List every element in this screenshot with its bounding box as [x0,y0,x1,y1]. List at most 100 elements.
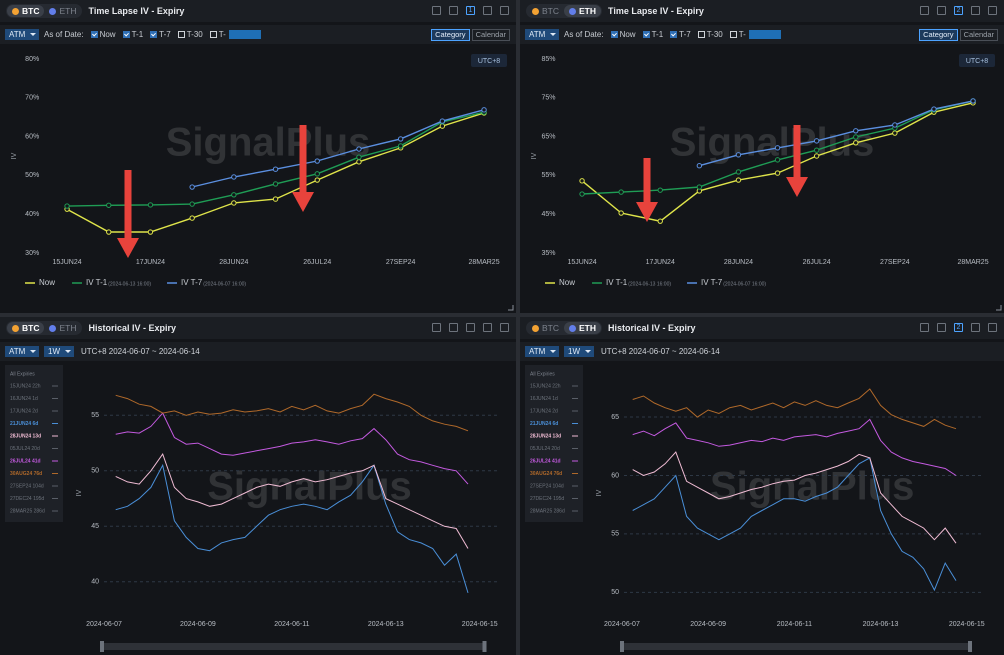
data-point [231,192,237,198]
data-point [147,202,154,208]
measure-select[interactable]: ATM [525,346,559,357]
period-select[interactable]: 1W [564,346,594,357]
view-option[interactable]: Calendar [959,29,998,41]
view-option[interactable]: Calendar [471,29,510,41]
y-tick-label: 40 [91,579,99,586]
coin-icon [12,7,19,15]
data-point [189,184,195,190]
asset-tab[interactable]: BTC [527,5,564,17]
panel-icon[interactable] [988,323,997,332]
plot-background [0,46,516,313]
measure-select[interactable]: ATM [5,29,39,40]
date-option[interactable]: T-1 [122,30,143,39]
checkbox[interactable] [610,31,618,38]
checkbox[interactable] [177,31,185,38]
window-badge[interactable]: 1 [466,6,475,15]
checkbox[interactable] [642,31,650,38]
y-tick-label: 40% [25,211,39,218]
date-option[interactable]: T-1 [642,30,663,39]
asset-label: BTC [22,323,40,333]
panel-icon[interactable] [920,6,929,15]
panel-icon[interactable] [483,323,492,332]
asset-tab[interactable]: ETH [44,322,81,334]
date-option[interactable]: T-7 [670,30,691,39]
checkbox[interactable] [122,31,130,38]
panel-icons: 2 [920,323,997,332]
date-range: UTC+8 2024-06-07 ~ 2024-06-14 [81,347,200,356]
panel-icon[interactable] [483,6,492,15]
checkbox[interactable] [150,31,158,38]
legend-label: 17JUN24 2d [10,408,38,414]
annotation-arrow-head [636,202,658,222]
panel-icon[interactable] [466,323,475,332]
panel-icon[interactable] [432,323,441,332]
asset-tab[interactable]: BTC [527,322,564,334]
window-badge[interactable]: 2 [954,323,963,332]
checkbox[interactable] [209,31,217,38]
panel-icon[interactable] [500,6,509,15]
checkbox[interactable] [90,31,98,38]
y-tick-label: 45 [91,523,99,530]
chart: SignalPlus UTC+8 IV 30% 40% 50% 60% 70% 80% 15JUN… [0,46,516,313]
panel-icon[interactable] [449,323,458,332]
scrollbar-handle [968,641,972,652]
checkbox[interactable] [670,31,678,38]
data-point [735,152,742,158]
asset-tab[interactable]: ETH [564,322,601,334]
date-option[interactable]: Now [610,30,636,39]
panel-icon[interactable] [988,6,997,15]
x-tick-label: 15JUN24 [567,259,596,266]
as-of-label: As of Date: [44,30,84,39]
panel-header: BTC ETH Historical IV - Expiry 2 [520,317,1004,339]
date-option[interactable]: T-30 [697,30,723,39]
view-option[interactable]: Category [431,29,470,41]
asset-tab[interactable]: BTC [7,5,45,17]
data-point [397,136,404,142]
data-point [272,166,279,172]
asset-tabs: BTC ETH [6,4,83,18]
panel-icon[interactable] [500,323,509,332]
annotation-arrow-shaft [299,125,307,196]
asset-tab[interactable]: ETH [564,5,601,17]
legend-timestamp: (2024-06-13 16:00) [628,281,671,287]
date-option[interactable]: T-7 [150,30,171,39]
panel-icon[interactable] [937,6,946,15]
coin-icon [49,324,57,332]
window-badge[interactable]: 2 [954,6,963,15]
custom-offset-input[interactable] [228,30,261,39]
panel-icon[interactable] [432,6,441,15]
panel-title: Time Lapse IV - Expiry [88,6,185,16]
panel-icon[interactable] [971,6,980,15]
panel-icon[interactable] [449,6,458,15]
checkbox[interactable] [697,31,705,38]
asset-tab[interactable]: ETH [44,5,81,17]
asset-tab[interactable]: BTC [7,322,45,334]
y-tick-label: 60 [611,472,619,479]
panel-icon[interactable] [920,323,929,332]
legend-timestamp: (2024-06-07 16:00) [723,281,766,287]
period-select[interactable]: 1W [44,346,74,357]
data-point [774,157,781,163]
date-option[interactable]: T-30 [177,30,203,39]
asset-label: ETH [579,323,596,333]
date-option[interactable]: Now [90,30,116,39]
x-tick-label: 2024-06-07 [604,621,640,628]
data-point [853,140,859,146]
data-point [189,215,195,221]
panel-icon[interactable] [937,323,946,332]
custom-offset-input[interactable] [748,30,781,39]
measure-select[interactable]: ATM [5,346,39,357]
legend-label: 28MAR25 286d [10,508,45,514]
date-option[interactable]: T- [729,30,781,39]
date-option[interactable]: T- [209,30,261,39]
panel-icons: 2 [920,6,997,15]
scrollbar-handle [482,641,487,652]
checkbox[interactable] [729,31,737,38]
data-point [439,123,446,129]
panel-icon[interactable] [971,323,980,332]
y-tick-label: 50% [25,172,39,179]
measure-select[interactable]: ATM [525,29,559,40]
view-option[interactable]: Category [919,29,958,41]
legend-panel [5,365,63,522]
legend-label: 28JUN24 13d [530,433,561,439]
